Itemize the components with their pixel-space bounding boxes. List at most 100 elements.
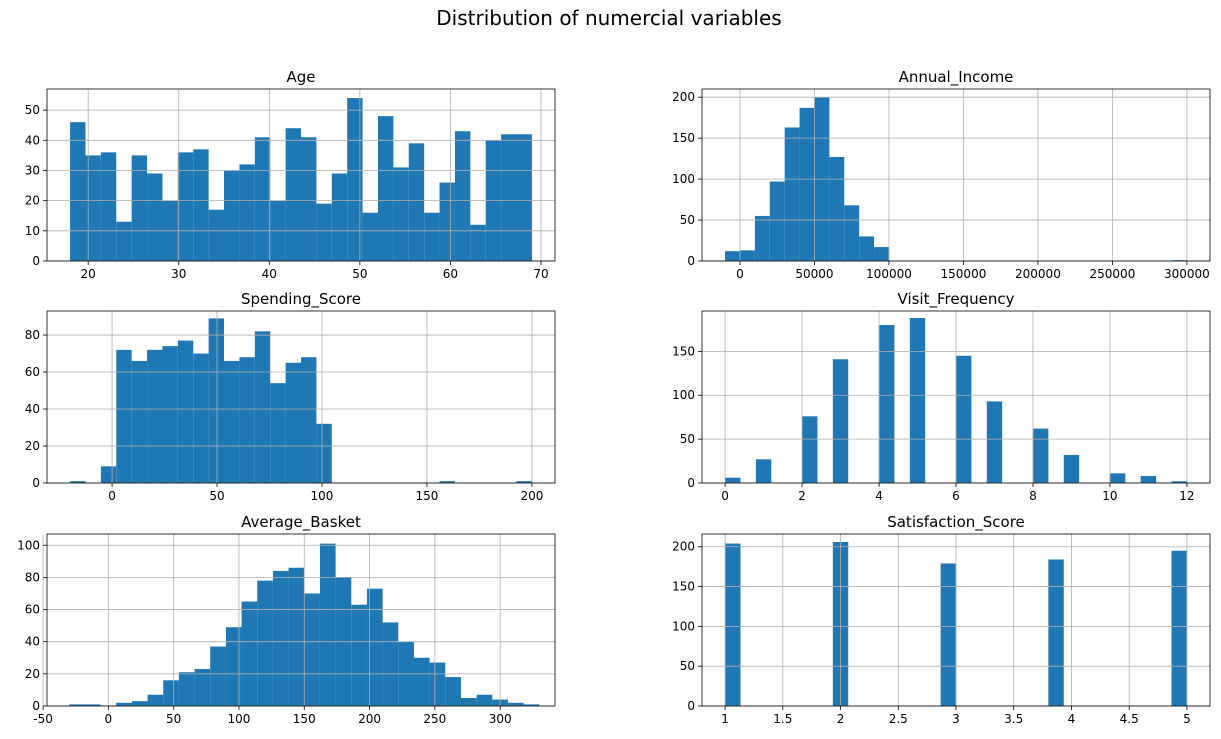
y-tick-label: 150 xyxy=(672,580,695,594)
x-tick-label: 12 xyxy=(1179,489,1194,503)
axes-frame xyxy=(46,533,556,707)
histogram-bar xyxy=(439,182,455,261)
histogram-bar xyxy=(754,215,770,261)
y-tick-label: 200 xyxy=(672,540,695,554)
x-tick-label: 60 xyxy=(443,267,458,281)
histogram-bar xyxy=(100,466,117,483)
histogram-bar xyxy=(178,672,195,706)
subplot-5: -50 0 50 100 150 200 250 300020406080100Average… xyxy=(17,513,556,726)
x-tick-label: 40 xyxy=(262,267,277,281)
histogram-bar xyxy=(85,155,101,261)
x-tick-label: 20 xyxy=(81,267,96,281)
histogram-bar xyxy=(1032,428,1049,483)
x-tick-label: 30 xyxy=(171,267,186,281)
histogram-bar xyxy=(301,357,317,483)
figure-title: Distribution of numercial variables xyxy=(436,6,781,30)
histogram-bar xyxy=(301,137,317,261)
histogram-bar xyxy=(208,318,225,483)
x-tick-label: 50 xyxy=(209,489,224,503)
histogram-bar xyxy=(225,627,242,706)
y-tick-label: 20 xyxy=(25,439,40,453)
histogram-bar xyxy=(986,401,1003,483)
histogram-bar xyxy=(193,149,209,261)
histogram-bar xyxy=(909,318,926,483)
x-tick-label: 2 xyxy=(837,712,845,726)
histogram-bar xyxy=(859,236,875,261)
y-tick-label: 40 xyxy=(25,635,40,649)
axes-frame xyxy=(46,88,556,262)
histogram-bar xyxy=(454,131,471,261)
histogram-bar xyxy=(940,563,956,706)
axes-frame xyxy=(46,310,556,484)
y-tick-label: 40 xyxy=(25,402,40,416)
histogram-bar xyxy=(501,134,517,261)
subplot-2: 0 50000 100000 150000 200000 250000 300000 0 50 1… xyxy=(672,68,1211,281)
histogram-bar xyxy=(288,567,305,706)
y-tick-label: 0 xyxy=(32,476,40,490)
histogram-bar xyxy=(725,251,740,261)
histogram-bar xyxy=(116,702,132,706)
x-tick-label: 1.5 xyxy=(773,712,792,726)
x-tick-label: 10 xyxy=(1102,489,1117,503)
x-tick-label: 200 xyxy=(358,712,381,726)
histogram-bar xyxy=(116,349,132,483)
histogram-bar xyxy=(956,355,972,483)
histogram-bar xyxy=(1048,559,1064,706)
histogram-bar xyxy=(257,580,273,706)
x-tick-label: 200000 xyxy=(1015,267,1061,281)
y-tick-label: 80 xyxy=(25,328,40,342)
histogram-bar xyxy=(366,588,383,706)
histogram-bar xyxy=(377,116,394,261)
histogram-bar xyxy=(224,170,240,261)
y-tick-label: 0 xyxy=(687,476,695,490)
histogram-bar xyxy=(131,155,148,261)
x-tick-label: 4 xyxy=(875,489,883,503)
y-tick-label: 10 xyxy=(25,224,40,238)
histogram-bar xyxy=(784,127,800,261)
histogram-bar xyxy=(131,360,148,483)
x-tick-label: 4 xyxy=(1068,712,1076,726)
histogram-bar xyxy=(832,359,849,483)
histogram-bar xyxy=(316,203,332,261)
y-tick-label: 20 xyxy=(25,194,40,208)
histogram-bar xyxy=(162,346,178,483)
y-tick-label: 100 xyxy=(672,619,695,633)
y-tick-label: 100 xyxy=(17,538,40,552)
y-tick-label: 100 xyxy=(672,388,695,402)
subplot-title: Satisfaction_Score xyxy=(887,513,1025,532)
histogram-bar xyxy=(523,704,540,706)
histogram-bar xyxy=(516,134,532,261)
histogram-bar xyxy=(208,209,225,261)
histogram-bar xyxy=(319,543,336,706)
histogram-bar xyxy=(879,325,895,483)
histogram-bar xyxy=(241,601,258,706)
histogram-bar xyxy=(147,694,164,706)
histogram-bar xyxy=(210,646,226,706)
histogram-bar xyxy=(239,357,255,483)
x-tick-label: 100000 xyxy=(866,267,912,281)
histogram-bar xyxy=(1171,550,1187,706)
histogram-bar xyxy=(270,383,286,483)
histogram-bar xyxy=(382,622,399,706)
histogram-bar xyxy=(874,247,889,261)
histogram-bar xyxy=(163,680,179,706)
histogram-bar xyxy=(429,662,446,706)
subplot-3: 0 50 100 150 200 0 20 40 60 80 Spending_Score xyxy=(25,290,556,503)
histogram-bar xyxy=(147,173,163,261)
histogram-bar xyxy=(304,593,320,706)
histogram-bar xyxy=(316,423,332,483)
histogram-bar xyxy=(725,543,741,706)
histogram-bar xyxy=(177,340,194,483)
y-tick-label: 30 xyxy=(25,163,40,177)
histogram-bar xyxy=(408,143,425,261)
x-tick-label: 150 xyxy=(293,712,316,726)
histogram-bar xyxy=(1171,481,1187,483)
y-tick-label: 0 xyxy=(32,699,40,713)
histogram-bar xyxy=(70,122,86,261)
histogram-bar xyxy=(516,481,532,483)
axes-frame xyxy=(701,88,1211,262)
y-tick-label: 60 xyxy=(25,603,40,617)
x-tick-label: 8 xyxy=(1029,489,1037,503)
histogram-bar xyxy=(393,167,409,261)
histogram-bar xyxy=(194,669,211,706)
